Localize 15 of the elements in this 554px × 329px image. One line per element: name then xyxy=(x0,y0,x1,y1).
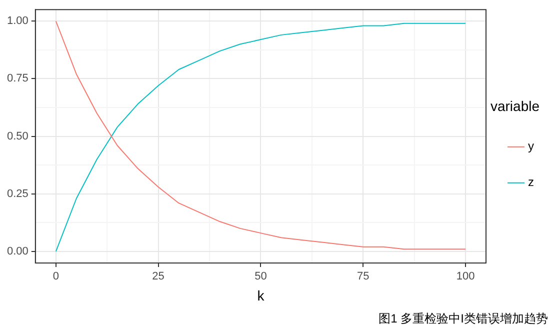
y-tick-label: 0.25 xyxy=(6,188,28,200)
y-tick-label: 0.75 xyxy=(6,72,28,85)
y-tick-label: 0.50 xyxy=(6,130,28,142)
y-tick-label: 1.00 xyxy=(6,15,28,28)
x-tick-label: 50 xyxy=(254,270,267,283)
x-axis-title: k xyxy=(257,287,266,304)
legend-label: y xyxy=(528,139,534,154)
x-tick-label: 25 xyxy=(152,270,164,283)
x-tick-label: 100 xyxy=(456,270,475,283)
x-tick-label: 75 xyxy=(356,270,370,283)
legend-title: variable xyxy=(490,98,540,114)
x-tick-label: 0 xyxy=(52,270,59,283)
y-tick-label: 0.00 xyxy=(6,246,28,258)
legend-label: z xyxy=(528,175,534,190)
caption: 图1 多重检验中I类错误增加趋势 xyxy=(378,311,548,326)
